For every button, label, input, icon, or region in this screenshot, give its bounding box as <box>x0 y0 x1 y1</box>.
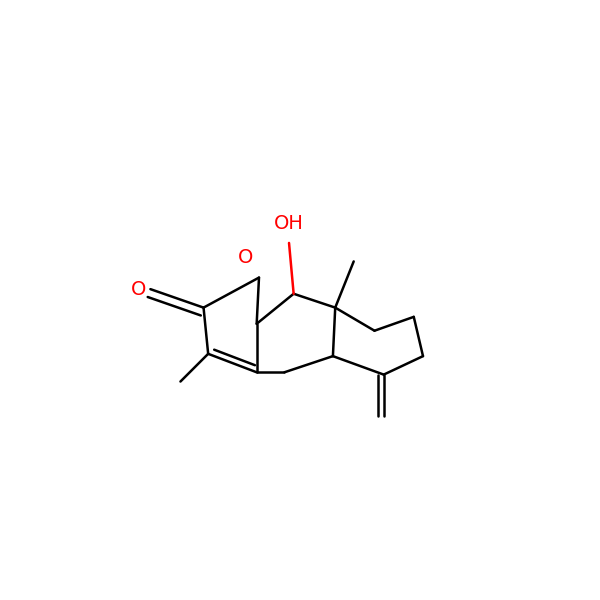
Text: O: O <box>238 248 253 268</box>
Text: O: O <box>130 280 146 299</box>
Text: OH: OH <box>274 214 304 233</box>
